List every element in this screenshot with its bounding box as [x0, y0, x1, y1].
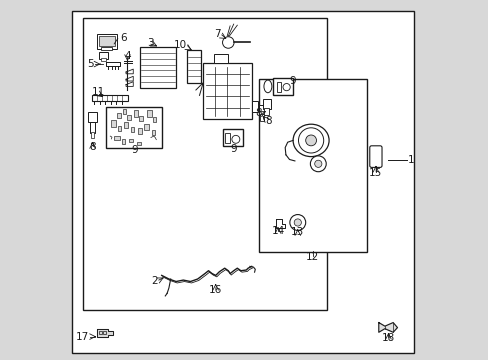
Bar: [146, 110, 151, 117]
Text: 1: 1: [407, 155, 414, 165]
Bar: [259, 114, 264, 121]
Bar: [114, 136, 120, 140]
Circle shape: [314, 160, 321, 167]
Circle shape: [222, 37, 234, 48]
Bar: [101, 47, 112, 50]
Bar: [103, 331, 106, 334]
Text: 4: 4: [124, 51, 131, 61]
Text: 3: 3: [147, 38, 154, 48]
Bar: [258, 105, 265, 115]
Polygon shape: [97, 329, 113, 337]
Bar: [273, 78, 292, 95]
Text: 9: 9: [230, 144, 237, 154]
Bar: [136, 142, 141, 145]
Circle shape: [298, 128, 323, 153]
Bar: [97, 34, 117, 49]
Bar: [133, 110, 138, 117]
Bar: [223, 129, 242, 146]
Bar: [122, 109, 125, 114]
Bar: [203, 63, 251, 119]
Circle shape: [305, 135, 316, 146]
Text: 5: 5: [87, 59, 94, 69]
Text: 12: 12: [305, 252, 319, 262]
Text: 7: 7: [214, 29, 221, 39]
Bar: [140, 47, 176, 88]
Bar: [91, 132, 94, 138]
Bar: [127, 115, 131, 120]
Bar: [151, 130, 155, 135]
Circle shape: [294, 219, 301, 226]
Circle shape: [310, 156, 325, 172]
Bar: [99, 331, 102, 334]
Bar: [251, 101, 258, 112]
Circle shape: [289, 215, 305, 230]
Bar: [138, 128, 142, 134]
Text: 2: 2: [150, 276, 157, 286]
Bar: [258, 79, 366, 252]
Bar: [129, 139, 133, 142]
Bar: [263, 99, 270, 109]
Text: 11: 11: [91, 87, 104, 97]
Text: 10: 10: [173, 40, 186, 50]
Bar: [186, 50, 201, 83]
Text: 8: 8: [265, 116, 271, 126]
Text: 13: 13: [290, 227, 304, 237]
Bar: [99, 52, 107, 59]
Text: 16: 16: [209, 285, 222, 295]
Text: 9: 9: [289, 76, 296, 86]
Bar: [106, 107, 162, 148]
Bar: [101, 58, 105, 61]
Text: 8: 8: [255, 108, 261, 118]
Bar: [118, 126, 121, 131]
Text: 6: 6: [120, 33, 127, 43]
Circle shape: [283, 84, 289, 91]
Text: 8: 8: [89, 142, 96, 152]
Bar: [213, 54, 228, 63]
Bar: [224, 133, 230, 143]
Ellipse shape: [264, 80, 271, 93]
Bar: [139, 116, 142, 121]
Text: 14: 14: [271, 226, 284, 236]
FancyBboxPatch shape: [369, 146, 381, 167]
Bar: [123, 122, 128, 128]
Circle shape: [231, 135, 239, 143]
Polygon shape: [378, 323, 397, 332]
Bar: [91, 95, 127, 101]
Bar: [82, 18, 326, 310]
Bar: [276, 82, 280, 92]
Bar: [144, 124, 149, 130]
Text: 9: 9: [131, 145, 138, 156]
Text: 18: 18: [381, 333, 394, 343]
Bar: [99, 36, 114, 46]
Bar: [122, 139, 125, 144]
Bar: [88, 112, 97, 122]
Bar: [89, 122, 95, 133]
Text: 17: 17: [76, 332, 89, 342]
Bar: [117, 113, 121, 118]
Text: 15: 15: [368, 168, 382, 178]
Bar: [131, 127, 134, 132]
Bar: [264, 108, 269, 115]
Bar: [111, 120, 116, 127]
Bar: [152, 117, 156, 122]
